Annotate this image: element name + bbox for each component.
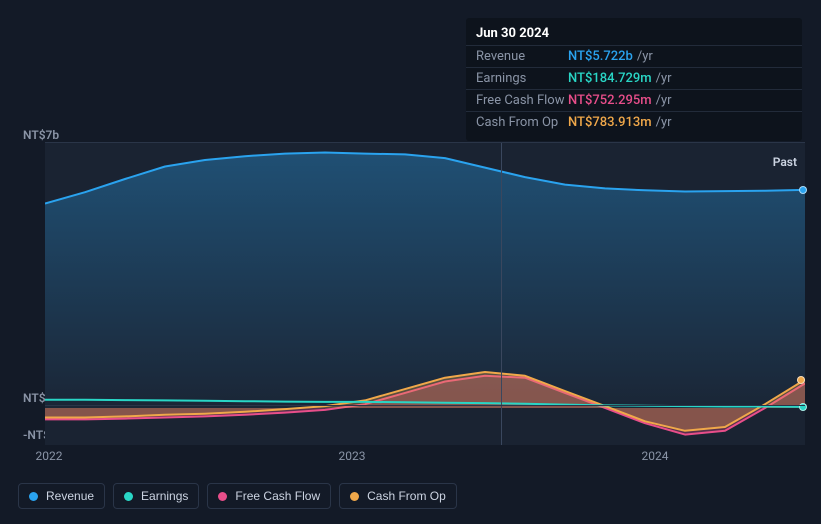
legend-dot-icon <box>350 492 359 501</box>
tooltip-rows: RevenueNT$5.722b/yrEarningsNT$184.729m/y… <box>466 45 802 133</box>
x-axis-labels: 202220232024 <box>45 449 805 469</box>
tooltip-row: Free Cash FlowNT$752.295m/yr <box>466 89 802 111</box>
tooltip-row-unit: /yr <box>637 49 653 64</box>
legend-label: Cash From Op <box>367 489 446 503</box>
legend-dot-icon <box>29 492 38 501</box>
tooltip-row: EarningsNT$184.729m/yr <box>466 67 802 89</box>
legend-item-revenue[interactable]: Revenue <box>18 483 105 509</box>
series-end-marker <box>797 376 805 384</box>
past-label: Past <box>773 155 797 169</box>
legend-label: Free Cash Flow <box>235 489 320 503</box>
tooltip-row-unit: /yr <box>656 93 672 108</box>
tooltip-row: RevenueNT$5.722b/yr <box>466 45 802 67</box>
hover-line <box>501 143 502 445</box>
tooltip-row-label: Free Cash Flow <box>476 93 568 108</box>
y-axis-label: NT$7b <box>23 128 59 142</box>
x-axis-label: 2022 <box>36 449 63 463</box>
plot-area[interactable]: Past <box>45 142 805 445</box>
chart-tooltip: Jun 30 2024 RevenueNT$5.722b/yrEarningsN… <box>466 18 802 141</box>
legend-dot-icon <box>124 492 133 501</box>
legend-item-earnings[interactable]: Earnings <box>113 483 199 509</box>
tooltip-date: Jun 30 2024 <box>466 26 802 45</box>
tooltip-row-value: NT$184.729m <box>568 71 652 86</box>
tooltip-row-value: NT$752.295m <box>568 93 652 108</box>
legend: Revenue Earnings Free Cash Flow Cash From O… <box>18 483 457 509</box>
x-axis-label: 2023 <box>339 449 366 463</box>
series-end-marker <box>799 403 807 411</box>
legend-dot-icon <box>218 492 227 501</box>
tooltip-row-label: Revenue <box>476 49 568 64</box>
financials-chart: NT$7bNT$0-NT$1b Past <box>17 124 805 444</box>
tooltip-row-unit: /yr <box>656 71 672 86</box>
legend-label: Revenue <box>46 489 94 503</box>
legend-item-cash-from-op[interactable]: Cash From Op <box>339 483 457 509</box>
series-end-marker <box>799 186 807 194</box>
tooltip-row-label: Earnings <box>476 71 568 86</box>
legend-label: Earnings <box>141 489 188 503</box>
x-axis-label: 2024 <box>642 449 669 463</box>
tooltip-row-value: NT$5.722b <box>568 49 633 64</box>
legend-item-free-cash-flow[interactable]: Free Cash Flow <box>207 483 331 509</box>
